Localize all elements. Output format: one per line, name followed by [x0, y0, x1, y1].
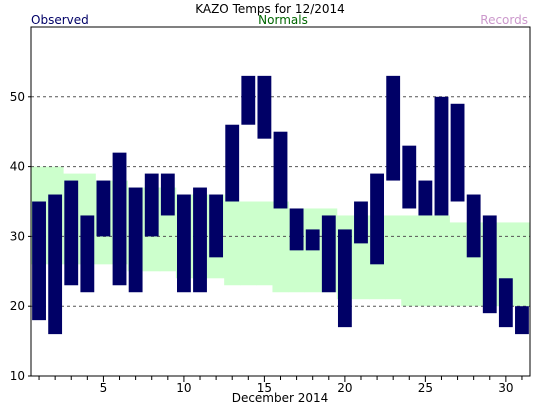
observed-bar [515, 306, 529, 335]
observed-bar [273, 131, 288, 209]
observed-bar [354, 201, 368, 244]
x-tick-label: 5 [100, 381, 108, 395]
normal-range [240, 201, 257, 286]
y-tick-label: 50 [10, 90, 25, 104]
observed-bar [32, 201, 46, 321]
observed-bar [160, 173, 175, 216]
observed-bar [177, 194, 191, 293]
y-axis: 10 20 30 40 50 [10, 90, 31, 383]
observed-bars [32, 75, 529, 335]
x-tick-label: 10 [176, 381, 191, 395]
observed-bar [257, 75, 272, 139]
y-tick-label: 10 [10, 369, 25, 383]
normal-range [449, 222, 467, 307]
normal-range [417, 215, 434, 307]
normal-range [256, 201, 273, 286]
observed-bar [193, 187, 207, 293]
normal-range [385, 215, 402, 300]
x-tick-label: 15 [257, 381, 272, 395]
observed-bar [482, 215, 497, 314]
observed-bar [80, 215, 95, 293]
legend-records: Records [480, 13, 528, 27]
observed-bar [418, 180, 433, 216]
normal-range [513, 222, 531, 307]
observed-bar [128, 187, 143, 293]
observed-bar [225, 124, 240, 202]
x-axis: 5 10 15 20 25 30 [38, 376, 523, 395]
observed-bar [321, 215, 336, 293]
observed-bar [337, 229, 352, 328]
observed-bar [370, 173, 384, 265]
observed-bar [64, 180, 79, 286]
observed-bar [241, 75, 256, 125]
observed-bar [434, 96, 449, 216]
observed-bar [48, 194, 63, 335]
observed-bar [386, 75, 401, 181]
y-tick-label: 30 [10, 229, 25, 243]
observed-bar [402, 145, 417, 209]
x-tick-label: 25 [418, 381, 433, 395]
legend-observed: Observed [31, 13, 89, 27]
observed-bar [450, 103, 465, 202]
observed-bar [305, 229, 320, 251]
normal-range [272, 201, 289, 293]
observed-bar [144, 173, 159, 237]
observed-bar [498, 278, 513, 328]
observed-bar [289, 208, 304, 251]
legend-normals: Normals [258, 13, 308, 27]
x-tick-label: 30 [498, 381, 513, 395]
y-tick-label: 40 [10, 160, 25, 174]
y-tick-label: 20 [10, 299, 25, 313]
observed-bar [96, 180, 111, 237]
observed-bar [112, 152, 127, 286]
observed-bar [466, 194, 481, 258]
normal-range [224, 201, 241, 286]
x-tick-label: 20 [337, 381, 352, 395]
observed-bar [209, 194, 224, 258]
normal-range [433, 215, 450, 307]
chart-title: KAZO Temps for 12/2014 [195, 2, 345, 16]
x-axis-label: December 2014 [232, 391, 329, 405]
normal-range [401, 215, 418, 307]
